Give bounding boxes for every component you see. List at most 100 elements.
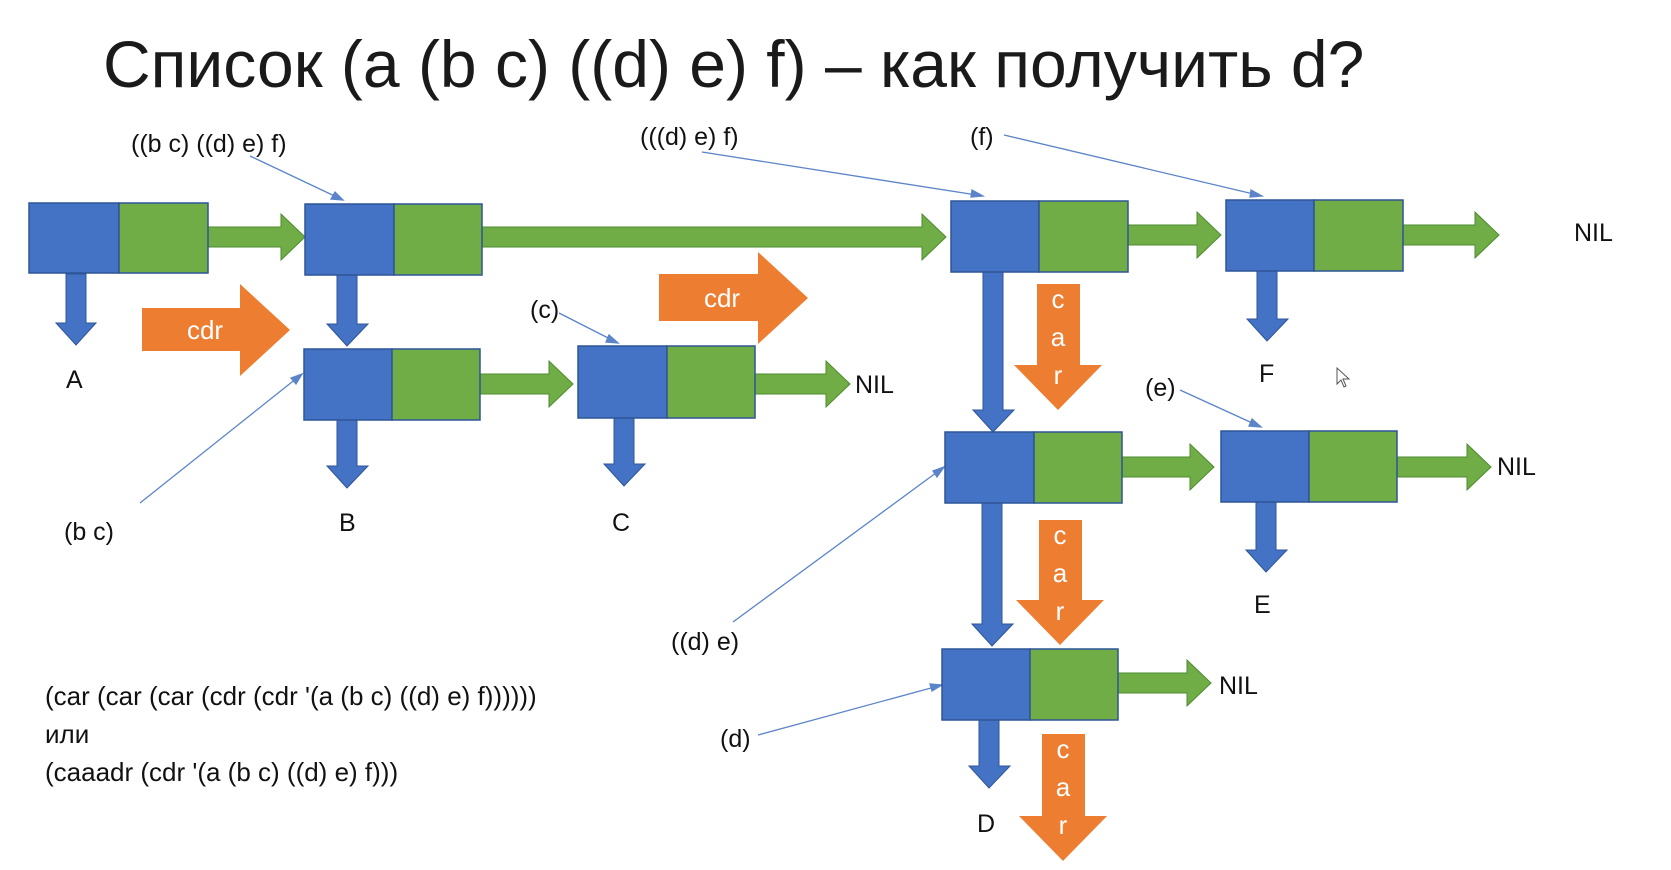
cdr-pointer-arrow xyxy=(751,359,851,409)
cdr-pointers xyxy=(206,210,1500,708)
car-operation-arrow xyxy=(1019,734,1107,861)
cdr-pointer-arrow xyxy=(480,212,947,262)
car-pointer-arrow xyxy=(971,271,1016,433)
slide-title: Список (a (b c) ((d) e) f) – как получит… xyxy=(103,27,1364,101)
sublist-label: (f) xyxy=(970,123,994,151)
cdr-operation-arrow xyxy=(142,284,290,376)
sublist-label: (e) xyxy=(1145,374,1176,402)
cons-cell xyxy=(950,200,1129,273)
cdr-half xyxy=(1313,199,1404,272)
cons-cell xyxy=(577,345,756,419)
car-half xyxy=(577,345,668,419)
car-half xyxy=(944,431,1035,504)
car-pointer-arrow xyxy=(967,719,1012,789)
car-pointer-arrow xyxy=(970,502,1015,647)
car-letter: r xyxy=(1056,596,1065,626)
pointer-line xyxy=(757,684,943,736)
car-pointers xyxy=(54,270,1290,789)
car-operation-label: c a r xyxy=(1053,520,1068,626)
sublist-label: ((b c) ((d) e) f) xyxy=(131,130,287,158)
code-line-1: (car (car (car (cdr (cdr '(a (b c) ((d) … xyxy=(45,681,537,711)
pointer-lines xyxy=(139,134,1265,736)
cdr-operation-arrow xyxy=(659,252,808,344)
cons-cell xyxy=(304,203,483,276)
car-operation-label: c a r xyxy=(1051,284,1066,390)
car-letter: c xyxy=(1057,734,1070,764)
cdr-pointer-arrow xyxy=(1115,658,1212,708)
cdr-half xyxy=(391,348,481,421)
car-operation-arrow xyxy=(1016,520,1104,645)
car-letter: a xyxy=(1051,322,1066,352)
pointer-arrowhead xyxy=(932,465,946,479)
atom-label-f: F xyxy=(1259,360,1274,388)
pointer-line xyxy=(732,466,945,623)
cdr-operation-label: cdr xyxy=(704,283,740,313)
car-half xyxy=(950,200,1040,273)
nil-label: NIL xyxy=(1574,219,1613,247)
pointer-line xyxy=(139,373,303,504)
pointer-line xyxy=(1179,389,1262,428)
atom-label-e: E xyxy=(1254,591,1271,619)
nil-label: NIL xyxy=(1219,672,1258,700)
cons-cell xyxy=(303,348,481,421)
car-pointer-arrow xyxy=(325,274,370,347)
nil-label: NIL xyxy=(855,371,894,399)
sublist-label: (c) xyxy=(530,296,559,324)
cdr-half xyxy=(1038,200,1129,273)
pointer-arrowhead xyxy=(329,190,345,201)
cdr-half xyxy=(1308,430,1398,503)
car-half xyxy=(1225,199,1315,272)
pointer-line xyxy=(249,155,344,201)
pointer-arrowhead xyxy=(929,683,945,692)
cdr-half xyxy=(1029,648,1119,721)
pointer-arrowhead xyxy=(1248,417,1263,428)
atom-label-c: C xyxy=(612,509,630,537)
car-pointer-arrow xyxy=(325,419,370,489)
code-line-2: или xyxy=(45,719,89,749)
cdr-pointer-arrow xyxy=(477,359,574,409)
cdr-half xyxy=(666,345,756,419)
car-half xyxy=(1220,430,1310,503)
car-pointer-arrow xyxy=(602,417,647,487)
car-operation-arrow xyxy=(1014,284,1102,410)
car-half xyxy=(28,202,120,274)
car-operation-label: c a r xyxy=(1056,734,1071,840)
car-half xyxy=(304,203,395,276)
car-pointer-arrow xyxy=(1245,270,1290,342)
cons-cell xyxy=(28,202,209,274)
car-half xyxy=(941,648,1031,721)
pointer-line xyxy=(701,151,984,197)
code-line-3: (caaadr (cdr '(a (b c) ((d) e) f))) xyxy=(45,757,398,787)
operation-arrows xyxy=(142,252,1107,861)
car-letter: a xyxy=(1053,558,1068,588)
cdr-pointer-arrow xyxy=(1401,210,1500,260)
cons-cell xyxy=(1225,199,1404,272)
car-letter: a xyxy=(1056,772,1071,802)
atom-label-b: B xyxy=(339,509,356,537)
car-pointer-arrow xyxy=(54,273,98,346)
pointer-arrowhead xyxy=(605,333,620,344)
pointer-line xyxy=(1003,134,1263,197)
mouse-cursor-icon xyxy=(1336,366,1351,388)
nil-label: NIL xyxy=(1497,453,1536,481)
sublist-label: (((d) e) f) xyxy=(640,123,739,151)
cdr-operation-label: cdr xyxy=(187,315,223,345)
cdr-pointer-arrow xyxy=(1395,442,1492,492)
sublist-label: (d) xyxy=(720,725,751,753)
pointer-arrowhead xyxy=(289,372,304,386)
cdr-half xyxy=(118,202,209,274)
cdr-pointer-arrow xyxy=(206,212,306,262)
car-half xyxy=(303,348,393,421)
car-pointer-arrow xyxy=(1244,501,1289,573)
pointer-arrowhead xyxy=(970,188,986,198)
cdr-pointer-arrow xyxy=(1118,442,1215,492)
atom-label-a: A xyxy=(66,366,83,394)
cons-cell xyxy=(941,648,1119,721)
car-letter: r xyxy=(1059,810,1068,840)
car-letter: c xyxy=(1052,284,1065,314)
cons-cell xyxy=(944,431,1123,504)
atom-label-d: D xyxy=(977,810,995,838)
cdr-half xyxy=(1033,431,1123,504)
cons-cell xyxy=(1220,430,1398,503)
